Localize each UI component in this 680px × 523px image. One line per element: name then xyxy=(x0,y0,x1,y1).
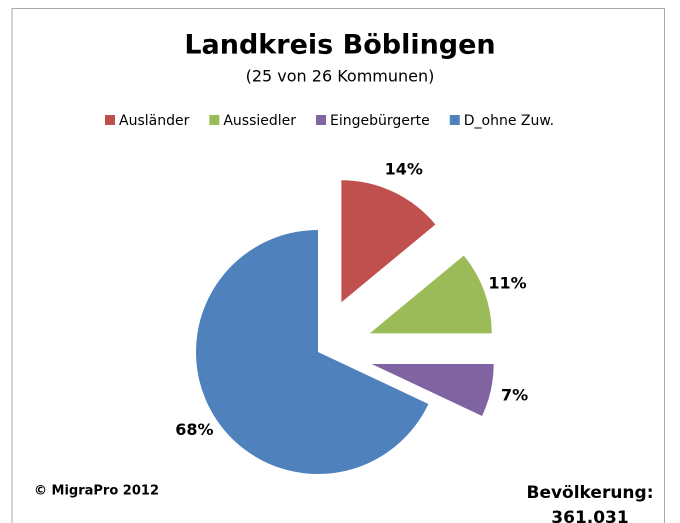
data-label: 14% xyxy=(385,159,423,178)
legend-label: Aussiedler xyxy=(223,113,296,129)
chart-subtitle: (25 von 26 Kommunen) xyxy=(246,67,435,86)
legend-label: Ausländer xyxy=(119,113,190,129)
data-label: 7% xyxy=(501,385,528,404)
pie-slice xyxy=(369,255,492,334)
chart-border xyxy=(11,8,665,523)
pie-slice xyxy=(341,180,436,303)
legend-swatch xyxy=(105,115,115,125)
legend-label: Eingebürgerte xyxy=(330,113,430,129)
population-label: Bevölkerung: xyxy=(526,483,653,503)
legend-label: D_ohne Zuw. xyxy=(464,113,554,129)
legend-swatch xyxy=(209,115,220,125)
population: 361.031 xyxy=(551,508,628,523)
data-label: 68% xyxy=(175,420,213,439)
legend-swatch xyxy=(316,115,327,125)
source: © MigraPro 2012 xyxy=(34,484,159,499)
chart-title: Landkreis Böblingen xyxy=(184,30,495,61)
pie-slice xyxy=(195,230,429,474)
legend-swatch xyxy=(449,115,460,125)
data-label: 11% xyxy=(488,273,526,292)
pie-slice xyxy=(371,363,494,416)
